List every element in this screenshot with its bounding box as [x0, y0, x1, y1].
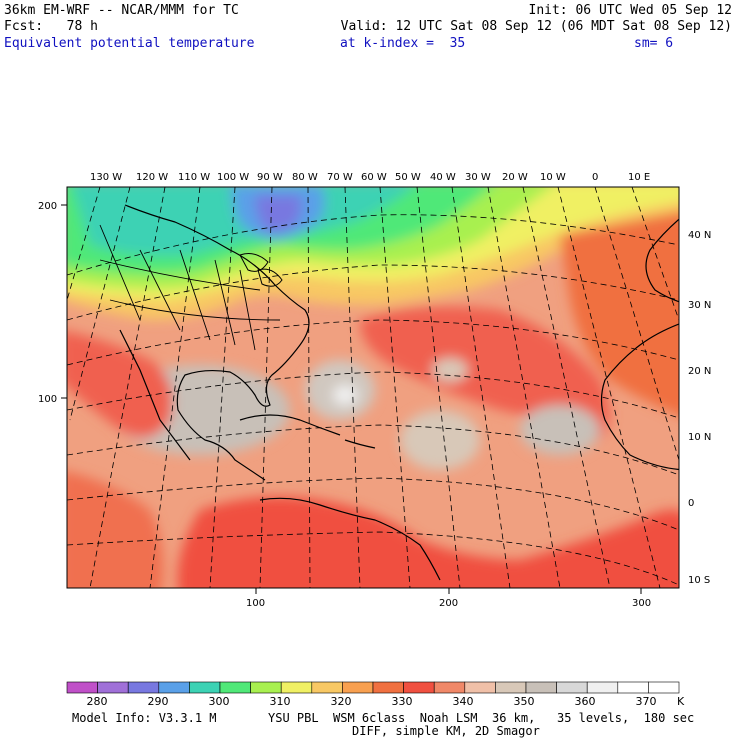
- colorbar-swatch: [372, 681, 404, 694]
- colorbar-label: 370: [635, 695, 657, 708]
- colorbar-label: 360: [574, 695, 596, 708]
- valid-time: Valid: 12 UTC Sat 08 Sep 12 (06 MDT Sat …: [340, 19, 732, 34]
- lon-label: 10 E: [628, 172, 651, 183]
- lat-label: 10 S: [688, 575, 711, 586]
- lat-label: 0: [688, 498, 695, 509]
- diffusion-info: DIFF, simple KM, 2D Smagor: [352, 724, 540, 738]
- smoothing-info: sm= 6: [634, 36, 674, 51]
- lon-label: 10 W: [540, 172, 566, 183]
- colorbar-swatch: [464, 681, 496, 694]
- colorbar: [66, 681, 680, 694]
- theta-e-field: [67, 187, 679, 588]
- lon-label: 40 W: [430, 172, 456, 183]
- colorbar-swatch: [250, 681, 282, 694]
- lat-label: 40 N: [688, 230, 712, 241]
- forecast-hour: Fcst: 78 h: [4, 19, 98, 34]
- model-info: Model Info: V3.3.1 M: [72, 711, 217, 725]
- colorbar-label: 330: [391, 695, 413, 708]
- colorbar-swatch: [66, 681, 98, 694]
- grid-y-label: 100: [38, 394, 58, 405]
- colorbar-swatch: [403, 681, 435, 694]
- colorbar-label: 340: [452, 695, 474, 708]
- colorbar-label: 350: [513, 695, 535, 708]
- colorbar-swatch: [648, 681, 680, 694]
- colorbar-swatch: [97, 681, 129, 694]
- colorbar-label: 300: [208, 695, 230, 708]
- colorbar-swatch: [189, 681, 221, 694]
- lat-label: 20 N: [688, 366, 712, 377]
- colorbar-swatch: [556, 681, 588, 694]
- coastlines: [99, 204, 679, 581]
- colorbar-swatch: [311, 681, 343, 694]
- map-frame: [66, 186, 680, 589]
- grid-x-label: 300: [632, 598, 652, 609]
- lat-label: 30 N: [688, 300, 712, 311]
- colorbar-label: 290: [147, 695, 169, 708]
- colorbar-swatch: [617, 681, 649, 694]
- colorbar-label: 320: [330, 695, 352, 708]
- lon-label: 60 W: [361, 172, 387, 183]
- lon-label: 110 W: [178, 172, 211, 183]
- lon-label: 20 W: [502, 172, 528, 183]
- lon-label: 120 W: [136, 172, 169, 183]
- grid-y-label: 200: [38, 201, 58, 212]
- field-name: Equivalent potential temperature: [4, 36, 255, 51]
- grid-x-label: 100: [246, 598, 266, 609]
- colorbar-swatch: [280, 681, 313, 694]
- model-title: 36km EM-WRF -- NCAR/MMM for TC: [4, 3, 239, 18]
- lon-label: 100 W: [217, 172, 250, 183]
- colorbar-label: 280: [86, 695, 108, 708]
- colorbar-swatch: [342, 681, 374, 694]
- colorbar-swatch: [158, 681, 190, 694]
- lon-label: 50 W: [395, 172, 421, 183]
- colorbar-swatch: [127, 681, 160, 694]
- lat-label: 10 N: [688, 432, 712, 443]
- colorbar-swatch: [433, 681, 466, 694]
- level-info: at k-index = 35: [340, 36, 466, 51]
- colorbar-swatch: [586, 681, 619, 694]
- lon-label: 70 W: [327, 172, 353, 183]
- lon-label: 90 W: [257, 172, 283, 183]
- colorbar-swatch: [525, 681, 557, 694]
- colorbar-swatch: [219, 681, 251, 694]
- lon-label: 30 W: [465, 172, 491, 183]
- colorbar-swatch: [495, 681, 527, 694]
- grid-x-label: 200: [439, 598, 459, 609]
- colorbar-label: 310: [269, 695, 291, 708]
- colorbar-unit: K: [677, 695, 685, 708]
- init-time: Init: 06 UTC Wed 05 Sep 12: [528, 3, 733, 18]
- lon-label: 130 W: [90, 172, 123, 183]
- physics-info: YSU PBL WSM 6class Noah LSM 36 km, 35 le…: [268, 711, 695, 725]
- lon-label: 0: [592, 172, 599, 183]
- graticule: [67, 187, 679, 588]
- lon-label: 80 W: [292, 172, 318, 183]
